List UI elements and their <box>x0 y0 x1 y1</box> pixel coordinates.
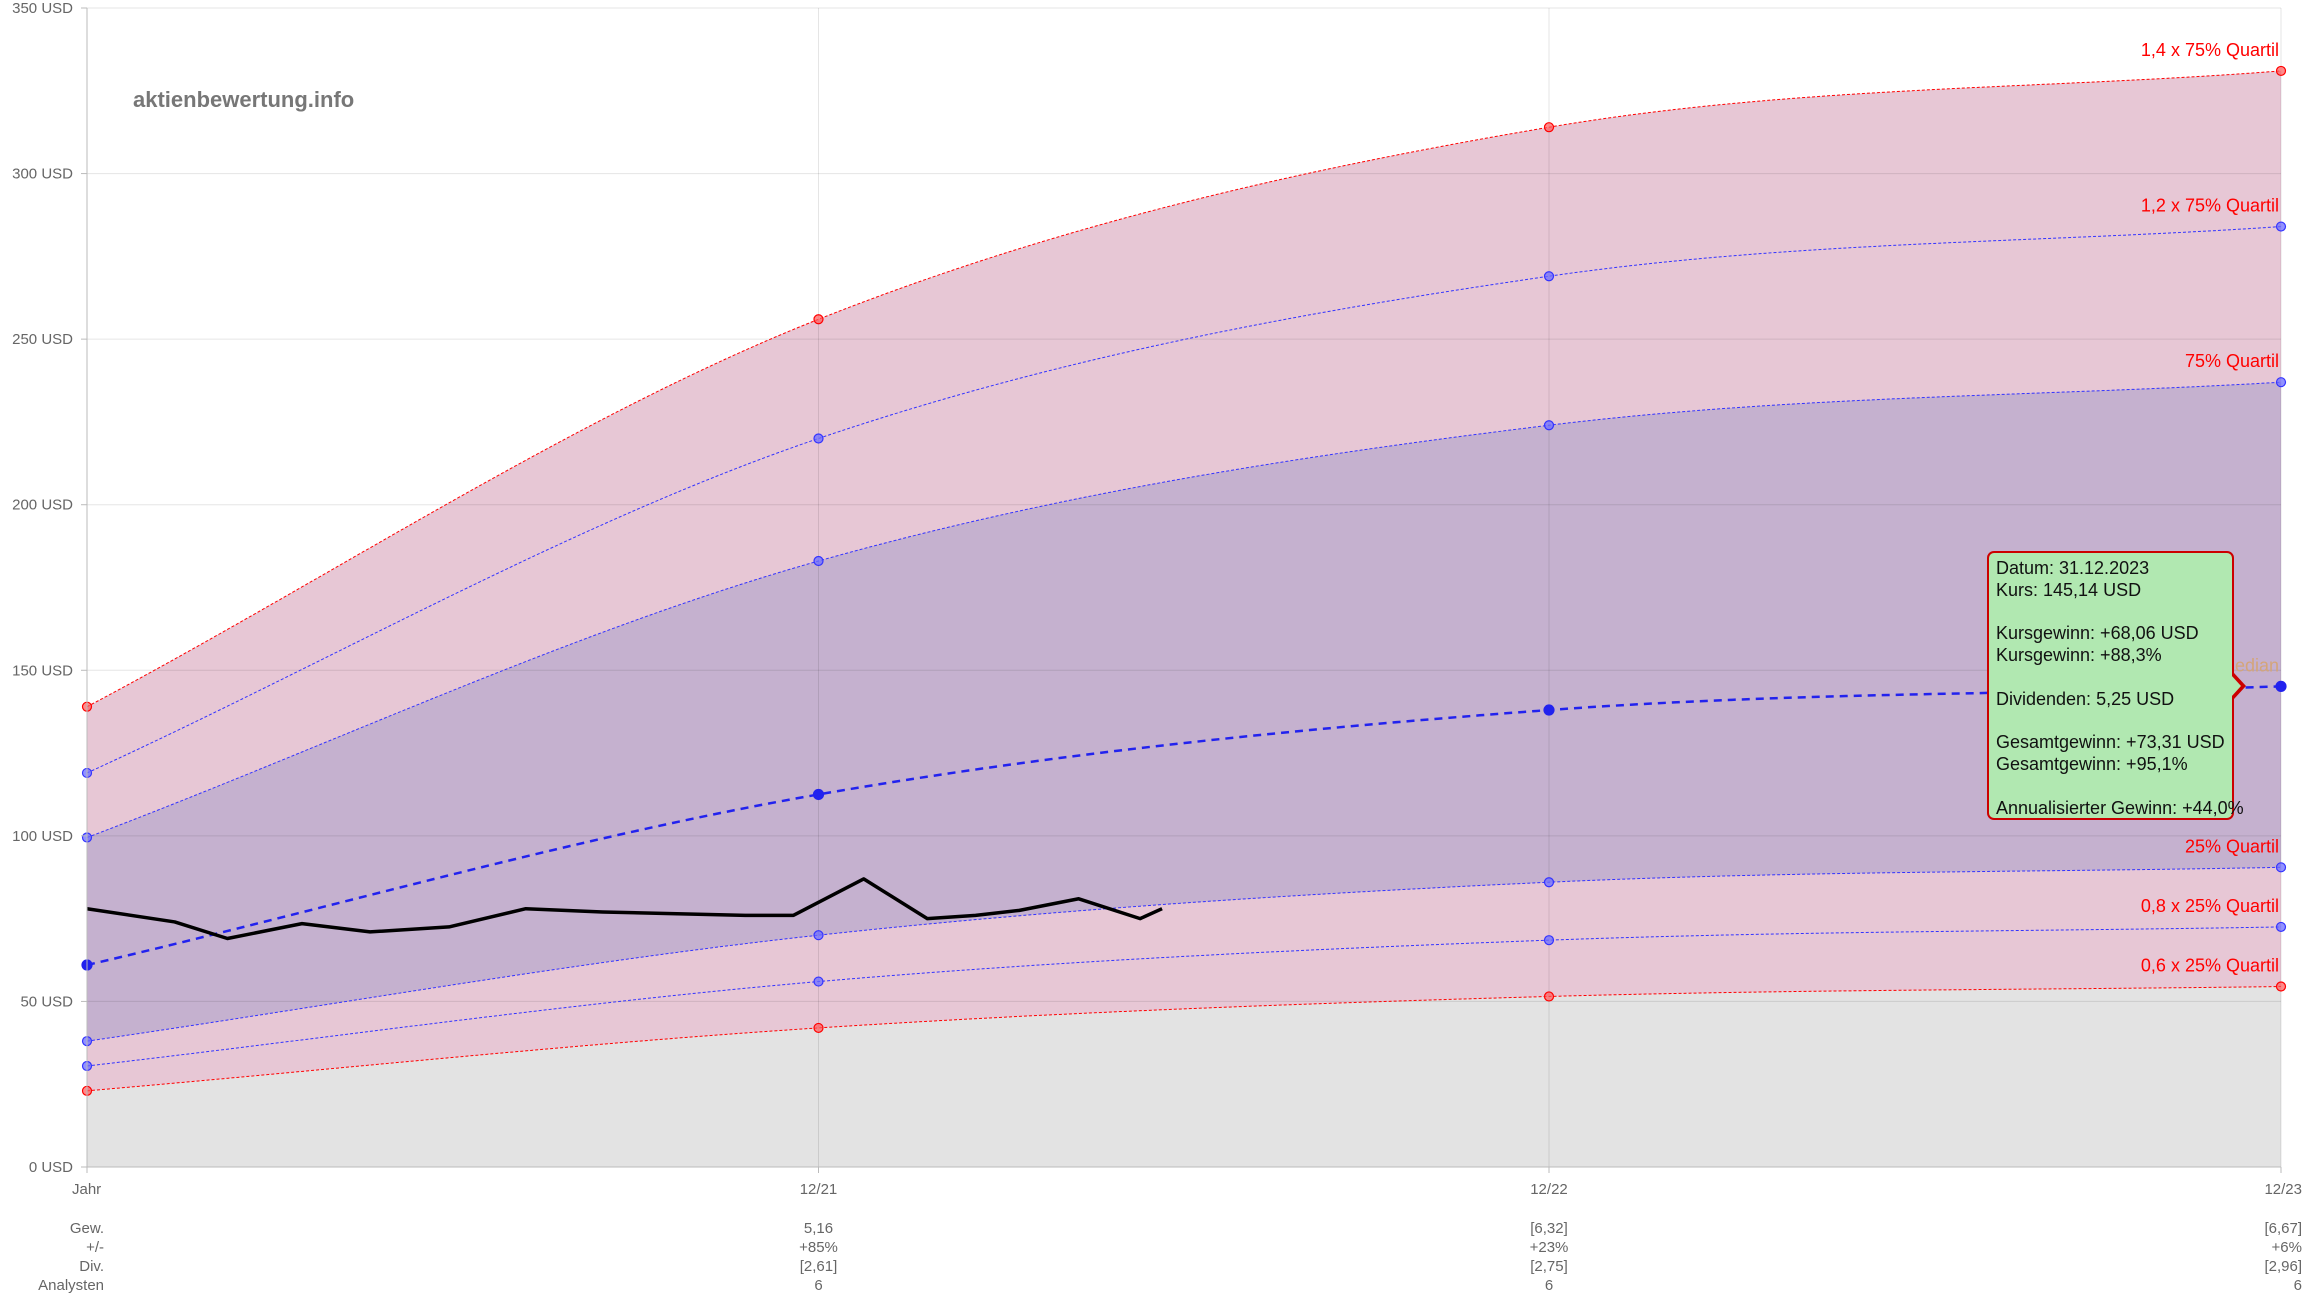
series-point <box>2275 921 2287 933</box>
footer-cell: [6,32] <box>1530 1220 1568 1237</box>
y-tick-label: 300 USD <box>12 166 73 183</box>
series-label: 0,8 x 25% Quartil <box>2141 896 2279 916</box>
tooltip-dividends: Dividenden: 5,25 USD <box>1996 688 2175 709</box>
series-point <box>1543 271 1555 282</box>
tooltip: Datum: 31.12.2023 Kurs: 145,14 USD Kursg… <box>1987 551 2244 820</box>
series-point <box>813 930 824 941</box>
watermark: aktienbewertung.info <box>133 87 354 112</box>
series-line <box>86 381 2282 838</box>
y-tick-label: 100 USD <box>12 828 73 845</box>
x-tick-label: Jahr <box>72 1181 101 1198</box>
footer-cell: 6 <box>1545 1277 1553 1294</box>
series-label: 0,6 x 25% Quartil <box>2141 956 2279 976</box>
series-label: 25% Quartil <box>2185 836 2279 856</box>
tooltip-total-gain-pct: Gesamtgewinn: +95,1% <box>1996 754 2188 775</box>
area-base <box>87 986 2281 1167</box>
series-point <box>2275 377 2287 388</box>
footer-cell: [6,67] <box>2264 1220 2302 1237</box>
series-point <box>1543 704 1555 716</box>
series-label: 75% Quartil <box>2185 351 2279 371</box>
footer-cell: +85% <box>799 1239 838 1256</box>
series-line <box>86 926 2282 1067</box>
series-point <box>2275 981 2287 992</box>
series-point <box>813 976 824 987</box>
series-point <box>812 788 825 801</box>
series-point <box>1543 877 1555 888</box>
footer-cell: +6% <box>2272 1239 2302 1256</box>
footer-cell: [2,75] <box>1530 1258 1568 1275</box>
series-point <box>1543 935 1555 946</box>
x-tick-label: 12/21 <box>800 1181 838 1198</box>
series-point <box>2275 221 2287 232</box>
y-tick-label: 200 USD <box>12 497 73 514</box>
series-point <box>1543 991 1555 1002</box>
y-tick-label: 0 USD <box>29 1159 73 1176</box>
series-line <box>86 986 2282 1092</box>
series-point <box>2275 65 2287 77</box>
y-tick-label: 50 USD <box>20 993 73 1010</box>
series-point <box>813 314 824 325</box>
series-point <box>813 555 824 567</box>
series-line <box>86 226 2282 774</box>
footer-cell: [2,96] <box>2264 1258 2302 1275</box>
series-point <box>1543 122 1555 133</box>
footer-cell: 6 <box>2294 1277 2302 1294</box>
series-point <box>1543 420 1555 431</box>
y-tick-label: 350 USD <box>12 0 73 17</box>
tooltip-price-gain-abs: Kursgewinn: +68,06 USD <box>1996 623 2199 644</box>
series-line <box>86 70 2282 708</box>
series-point <box>2275 862 2287 873</box>
footer-cell: 6 <box>814 1277 822 1294</box>
y-tick-label: 250 USD <box>12 331 73 348</box>
area-inner-band <box>87 382 2281 1042</box>
x-tick-label: 12/22 <box>1530 1181 1568 1198</box>
series-label: 1,4 x 75% Quartil <box>2141 40 2279 60</box>
tooltip-price-gain-pct: Kursgewinn: +88,3% <box>1996 645 2162 666</box>
series-label: Median <box>2220 655 2279 675</box>
tooltip-price: Kurs: 145,14 USD <box>1996 579 2142 600</box>
footer-row-label: +/- <box>86 1239 104 1256</box>
series-line <box>86 685 2282 967</box>
footer-cell: [2,61] <box>800 1258 838 1275</box>
footer-cell: +23% <box>1530 1239 1569 1256</box>
series-point <box>813 1022 824 1034</box>
x-tick-label: 12/23 <box>2264 1181 2302 1198</box>
series-point <box>813 433 824 444</box>
y-tick-label: 150 USD <box>12 662 73 679</box>
price-history-line <box>86 877 1163 941</box>
series-line <box>86 866 2282 1042</box>
series-label: 1,2 x 75% Quartil <box>2141 196 2279 216</box>
tooltip-date: Datum: 31.12.2023 <box>1996 558 2150 578</box>
footer-cell: 5,16 <box>804 1220 833 1237</box>
footer-row-label: Div. <box>79 1258 104 1275</box>
footer-row-label: Gew. <box>70 1220 104 1237</box>
footer-row-label: Analysten <box>38 1277 104 1294</box>
series-point <box>2275 680 2287 692</box>
tooltip-total-gain-abs: Gesamtgewinn: +73,31 USD <box>1996 732 2225 753</box>
tooltip-annualized-gain: Annualisierter Gewinn: +44,0% <box>1996 797 2244 818</box>
tooltip-arrow-inner <box>2231 675 2241 697</box>
